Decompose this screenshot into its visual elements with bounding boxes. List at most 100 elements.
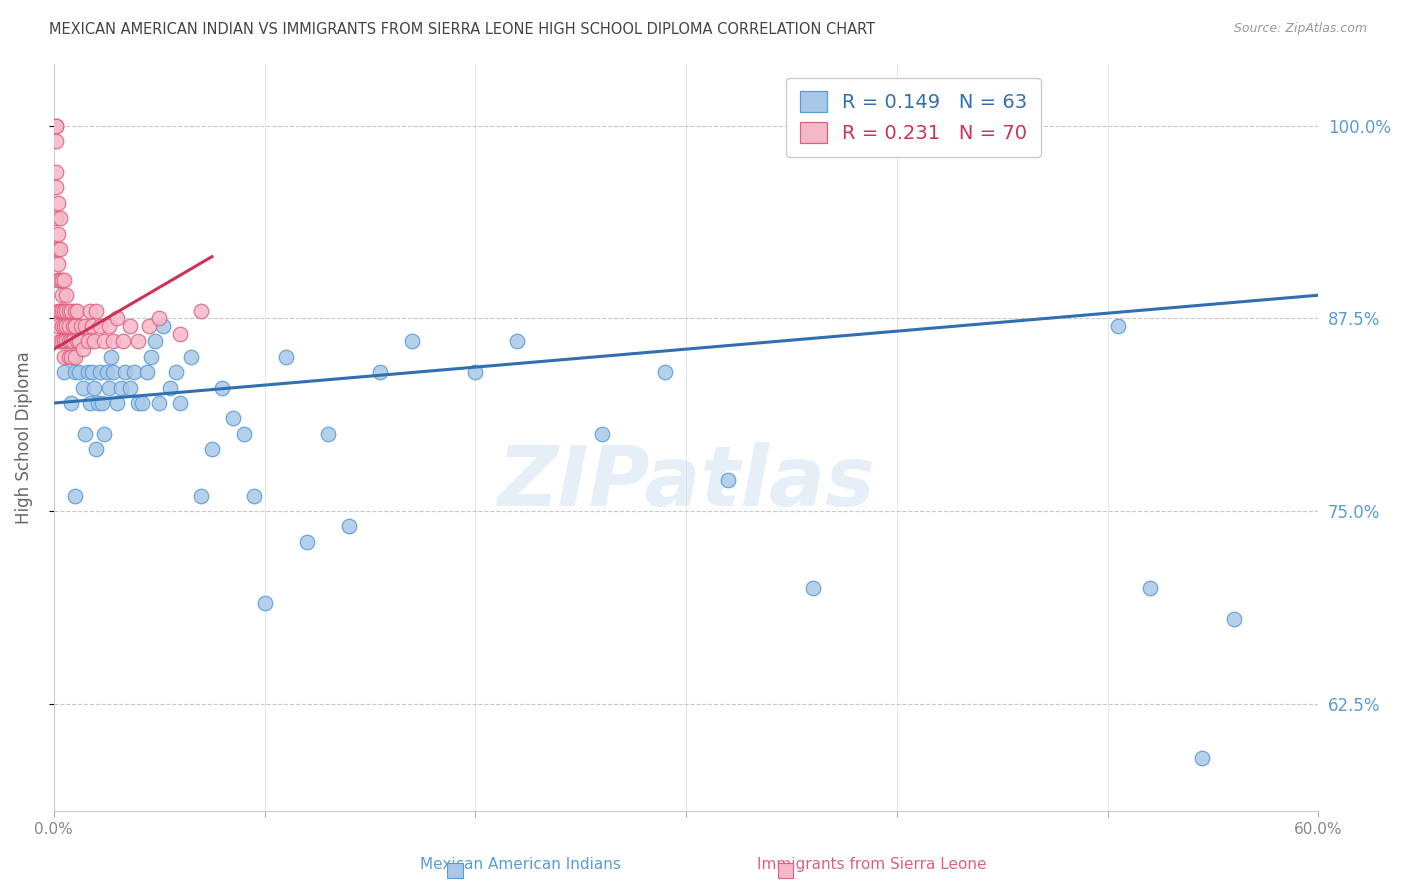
Point [45, 119, 67, 133]
Point [58, 319, 80, 334]
Point [49, 211, 72, 226]
Point [169, 326, 191, 341]
Point [49, 303, 72, 318]
Point [274, 350, 297, 364]
Point [135, 365, 157, 379]
Point [100, 350, 122, 364]
Point [80, 365, 103, 379]
Point [63, 489, 86, 503]
Point [59, 396, 82, 410]
Point [75, 319, 97, 334]
Point [62, 350, 84, 364]
Legend: R = 0.149   N = 63, R = 0.231   N = 70: R = 0.149 N = 63, R = 0.231 N = 70 [786, 78, 1042, 157]
Point [63, 365, 86, 379]
Point [717, 473, 740, 487]
Text: MEXICAN AMERICAN INDIAN VS IMMIGRANTS FROM SIERRA LEONE HIGH SCHOOL DIPLOMA CORR: MEXICAN AMERICAN INDIAN VS IMMIGRANTS FR… [49, 22, 876, 37]
Point [59, 334, 82, 349]
Point [53, 365, 76, 379]
Text: Immigrants from Sierra Leone: Immigrants from Sierra Leone [756, 857, 987, 872]
Point [62, 319, 84, 334]
Point [127, 396, 149, 410]
Point [506, 334, 529, 349]
Point [49, 334, 72, 349]
Point [53, 319, 76, 334]
Point [79, 303, 101, 318]
Point [67, 334, 90, 349]
Point [45, 242, 67, 256]
Point [165, 365, 187, 379]
Point [84, 442, 107, 457]
Point [97, 319, 120, 334]
Point [70, 319, 93, 334]
Point [201, 442, 224, 457]
Point [1107, 319, 1129, 334]
Point [1191, 750, 1213, 764]
Point [114, 365, 136, 379]
Point [46, 195, 69, 210]
Point [80, 319, 103, 334]
Point [83, 381, 105, 395]
Point [55, 334, 77, 349]
Text: Source: ZipAtlas.com: Source: ZipAtlas.com [1233, 22, 1367, 36]
Point [105, 396, 128, 410]
Point [190, 489, 212, 503]
Point [87, 396, 110, 410]
Point [66, 319, 89, 334]
Point [101, 365, 124, 379]
Point [131, 396, 153, 410]
Point [59, 303, 82, 318]
Point [49, 242, 72, 256]
Point [148, 311, 170, 326]
Point [72, 381, 94, 395]
Point [464, 365, 486, 379]
Point [46, 273, 69, 287]
Point [89, 365, 111, 379]
Point [118, 319, 141, 334]
Point [53, 334, 76, 349]
Point [138, 319, 160, 334]
Text: Mexican American Indians: Mexican American Indians [420, 857, 620, 872]
Point [46, 257, 69, 271]
Point [45, 119, 67, 133]
Point [51, 319, 73, 334]
Point [58, 319, 80, 334]
Point [101, 334, 124, 349]
Point [89, 319, 111, 334]
Point [51, 334, 73, 349]
Point [53, 303, 76, 318]
Point [63, 303, 86, 318]
Point [55, 319, 77, 334]
Point [51, 288, 73, 302]
Point [211, 381, 233, 395]
Point [63, 350, 86, 364]
Point [58, 350, 80, 364]
Point [58, 303, 80, 318]
Point [190, 303, 212, 318]
Point [49, 303, 72, 318]
Point [143, 334, 166, 349]
Point [801, 581, 824, 595]
Point [93, 426, 115, 441]
Point [53, 273, 76, 287]
Point [253, 596, 276, 610]
Point [243, 489, 266, 503]
Point [93, 334, 115, 349]
Point [148, 396, 170, 410]
Point [72, 342, 94, 356]
Point [232, 426, 254, 441]
Point [97, 381, 120, 395]
Point [45, 165, 67, 179]
Point [45, 180, 67, 194]
Point [222, 411, 245, 425]
Point [75, 426, 97, 441]
Point [51, 303, 73, 318]
Point [55, 288, 77, 302]
Point [84, 303, 107, 318]
Point [1139, 581, 1161, 595]
Point [122, 365, 145, 379]
Point [49, 273, 72, 287]
Point [1223, 612, 1246, 626]
Point [53, 350, 76, 364]
Point [401, 334, 423, 349]
Point [96, 365, 118, 379]
